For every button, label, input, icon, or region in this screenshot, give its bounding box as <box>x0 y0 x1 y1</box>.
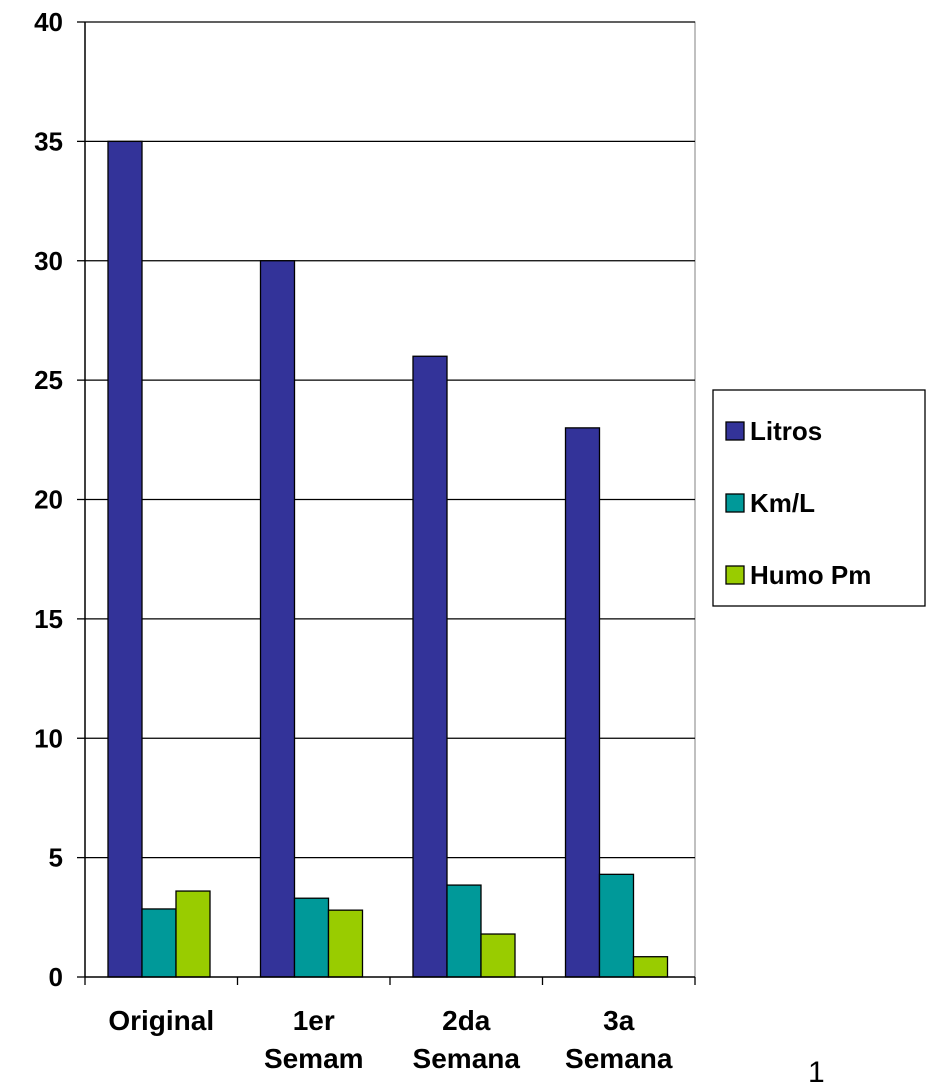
bar-humo-pm-0 <box>175 890 211 978</box>
bar-litros-3 <box>564 427 601 978</box>
bar-km-l-0 <box>141 908 177 978</box>
y-tick-label: 35 <box>34 126 63 156</box>
axes <box>77 21 696 985</box>
legend-box <box>712 389 926 607</box>
y-tick-label: 25 <box>34 365 63 395</box>
gridlines <box>84 21 696 978</box>
y-tick-label: 40 <box>34 7 63 37</box>
bar-litros-2 <box>412 355 448 978</box>
legend-swatch <box>725 493 745 513</box>
legend-swatch <box>725 565 745 585</box>
y-tick-label: 0 <box>49 962 63 992</box>
page-number: 1 <box>808 1056 825 1089</box>
x-category-label: Semam <box>264 1043 364 1074</box>
y-tick-label: 5 <box>49 843 63 873</box>
bar-km-l-1 <box>293 897 330 978</box>
bar-humo-pm-1 <box>327 909 364 978</box>
legend-label: Litros <box>750 416 822 446</box>
legend-label: Km/L <box>750 488 815 518</box>
bar-km-l-2 <box>446 884 482 978</box>
legend-label: Humo Pm <box>750 560 871 590</box>
x-category-label: Semana <box>565 1043 673 1074</box>
bar-humo-pm-3 <box>632 956 669 978</box>
x-category-label: Semana <box>413 1043 521 1074</box>
x-category-label: 2da <box>442 1005 491 1036</box>
x-category-label: 3a <box>603 1005 635 1036</box>
bar-km-l-3 <box>598 873 635 978</box>
y-tick-label: 20 <box>34 485 63 515</box>
x-category-label: 1er <box>293 1005 335 1036</box>
y-tick-label: 15 <box>34 604 63 634</box>
legend-swatch <box>725 421 745 441</box>
x-axis-categories: Original 1er Semam 2da Semana 3a Semana <box>108 1005 673 1074</box>
y-tick-label: 30 <box>34 246 63 276</box>
y-tick-label: 10 <box>34 723 63 753</box>
x-category-label: Original <box>108 1005 214 1036</box>
legend: Litros Km/L Humo Pm <box>712 389 926 607</box>
y-axis-ticks: 0 5 10 15 20 25 30 35 40 <box>34 7 63 992</box>
bars <box>107 140 669 978</box>
bar-humo-pm-2 <box>480 933 516 978</box>
bar-litros-0 <box>107 140 143 978</box>
bar-litros-1 <box>259 260 296 978</box>
